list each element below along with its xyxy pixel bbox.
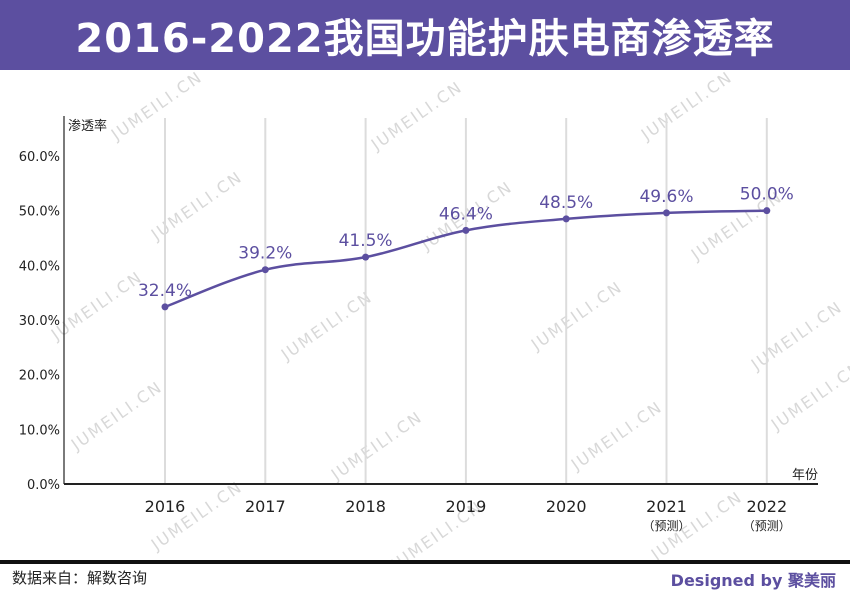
watermark-text: JUMEILI.CN	[567, 397, 666, 474]
x-tick-label: 2018	[345, 497, 386, 516]
x-tick-label: 2019	[446, 497, 487, 516]
x-tick-label: 2016	[145, 497, 186, 516]
x-tick-label: 2020	[546, 497, 587, 516]
y-tick-label: 60.0%	[19, 150, 60, 165]
watermark-text: JUMEILI.CN	[367, 77, 466, 154]
data-label: 41.5%	[339, 231, 393, 251]
data-point	[362, 253, 370, 261]
data-point	[663, 209, 670, 217]
y-axis-label: 渗透率	[68, 118, 107, 134]
x-tick-note: （预测）	[642, 519, 690, 533]
watermark-text: JUMEILI.CN	[747, 297, 846, 374]
label-layer: 32.4% 39.2% 41.5% 46.4% 48.5% 49.6% 50.0%	[138, 185, 794, 301]
y-tick-label: 20.0%	[19, 369, 60, 384]
y-tick-label: 0.0%	[27, 478, 60, 493]
data-point	[261, 266, 269, 274]
x-tick-note: （预测）	[743, 519, 791, 533]
data-label: 50.0%	[740, 185, 794, 205]
watermark-text: JUMEILI.CN	[107, 70, 206, 145]
grid-layer	[164, 118, 768, 484]
data-source: 数据来自：解数咨询	[12, 569, 148, 587]
data-point	[562, 215, 570, 223]
watermark-layer: JUMEILI.CN JUMEILI.CN JUMEILI.CNJUMEILI.CN…	[47, 70, 850, 560]
chart: JUMEILI.CN JUMEILI.CN JUMEILI.CNJUMEILI.CN…	[19, 70, 850, 560]
title-bar: 2016-2022我国功能护肤电商渗透率	[0, 0, 850, 70]
watermark-text: JUMEILI.CN	[527, 277, 626, 354]
data-label: 48.5%	[539, 193, 593, 213]
line-layer	[161, 207, 771, 311]
y-tick-label: 40.0%	[19, 259, 60, 274]
data-point	[462, 226, 470, 234]
x-tick-label: 2021	[646, 497, 687, 516]
data-point	[763, 207, 771, 215]
y-tick-label: 50.0%	[19, 205, 60, 220]
data-label: 32.4%	[138, 281, 192, 301]
designed-by: Designed by 聚美丽	[670, 571, 836, 590]
data-point	[161, 303, 169, 311]
x-axis-label: 年份	[792, 468, 818, 483]
watermark-text: JUMEILI.CN	[67, 377, 166, 454]
watermark-text: JUMEILI.CN	[327, 407, 426, 484]
watermark-text: JUMEILI.CN	[637, 70, 736, 145]
data-label: 46.4%	[439, 204, 493, 224]
page-title: 2016-2022我国功能护肤电商渗透率	[75, 16, 775, 62]
data-label: 39.2%	[238, 244, 292, 264]
watermark-text: JUMEILI.CN	[147, 167, 246, 244]
watermark-text: JUMEILI.CN	[277, 287, 376, 364]
y-tick-label: 10.0%	[19, 423, 60, 438]
y-tick-label: 30.0%	[19, 314, 60, 329]
footer-divider	[0, 560, 850, 564]
data-label: 49.6%	[639, 187, 693, 207]
watermark-text: JUMEILI.CN	[47, 267, 146, 344]
x-tick-label: 2022	[746, 497, 787, 516]
x-tick-label: 2017	[245, 497, 286, 516]
watermark-text: JUMEILI.CN	[767, 357, 850, 434]
axis-layer: 0.0% 10.0% 20.0% 30.0% 40.0% 50.0% 60.0% 2016 20…	[19, 116, 818, 533]
